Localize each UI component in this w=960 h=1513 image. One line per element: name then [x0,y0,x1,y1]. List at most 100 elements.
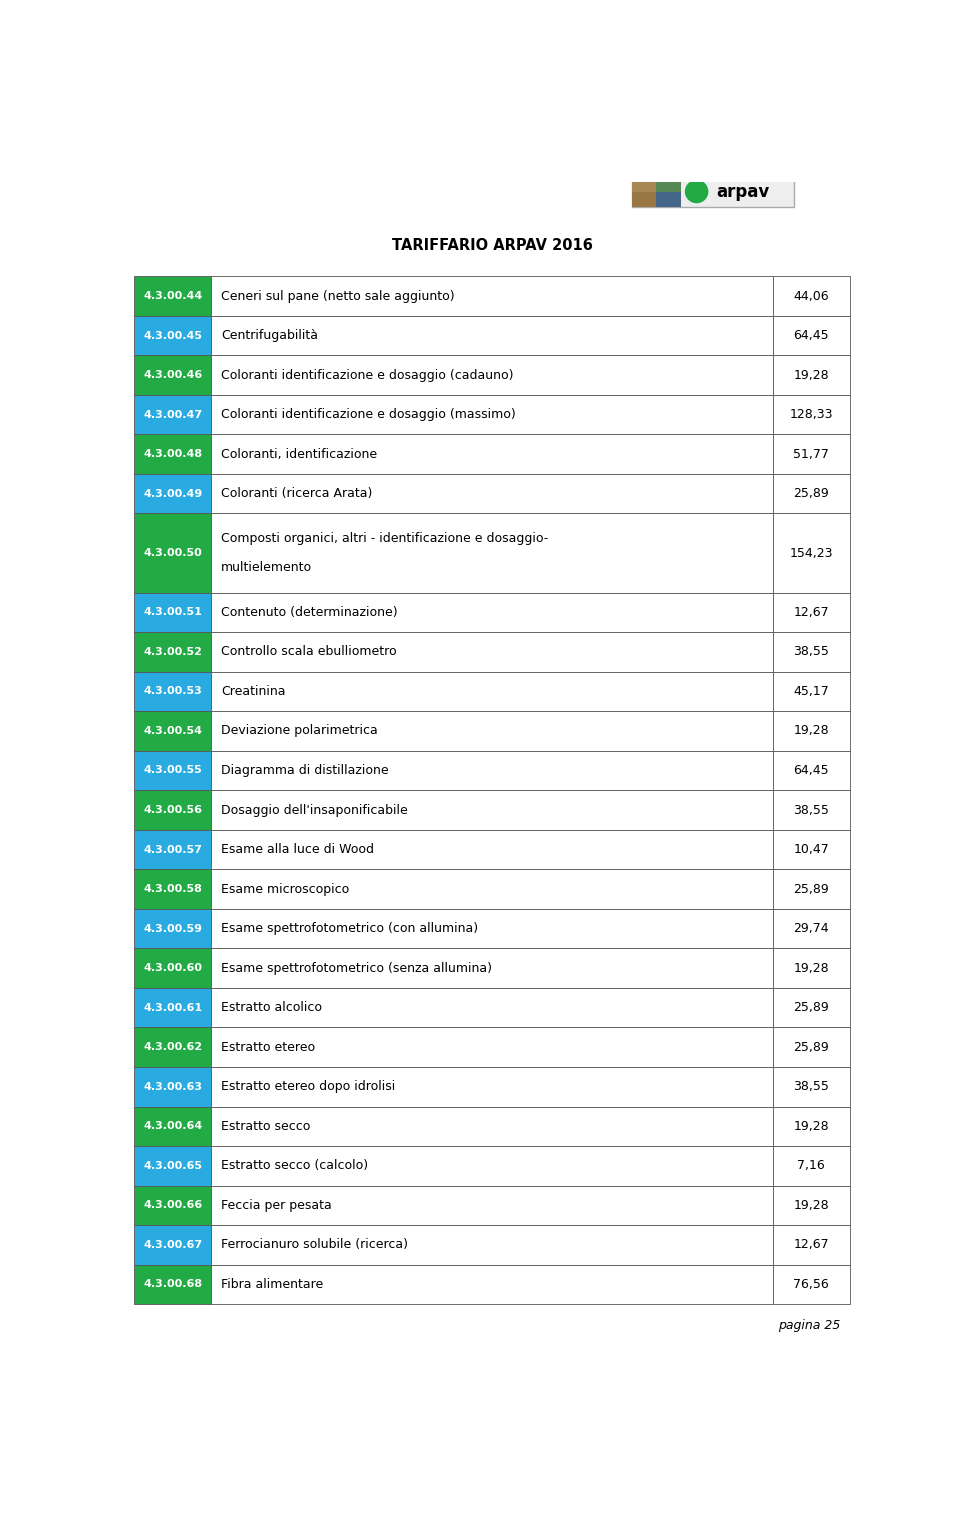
Text: 44,06: 44,06 [794,289,829,303]
Text: Diagramma di distillazione: Diagramma di distillazione [221,764,389,778]
Bar [773,356,850,395]
Bar [134,1145,211,1186]
Text: 4.3.00.44: 4.3.00.44 [143,290,203,301]
Text: Dosaggio dell'insaponificabile: Dosaggio dell'insaponificabile [221,803,407,817]
Bar [134,356,211,395]
Text: 4.3.00.57: 4.3.00.57 [143,844,203,855]
Text: 4.3.00.61: 4.3.00.61 [143,1003,203,1012]
Text: 45,17: 45,17 [793,685,829,697]
Text: Contenuto (determinazione): Contenuto (determinazione) [221,605,397,619]
Bar [134,395,211,434]
Bar [773,434,850,474]
Bar [211,474,773,513]
Text: 38,55: 38,55 [793,1080,829,1094]
Text: Centrifugabilità: Centrifugabilità [221,328,318,342]
Bar [134,1067,211,1106]
Bar [134,593,211,632]
Text: 4.3.00.49: 4.3.00.49 [143,489,203,499]
Text: Esame alla luce di Wood: Esame alla luce di Wood [221,843,373,856]
Bar [657,192,681,207]
Text: Coloranti, identificazione: Coloranti, identificazione [221,448,377,460]
Text: 25,89: 25,89 [793,1041,829,1053]
Bar [211,750,773,790]
Text: 76,56: 76,56 [793,1278,829,1291]
Text: 4.3.00.64: 4.3.00.64 [143,1121,203,1132]
Circle shape [684,180,708,203]
Text: Estratto etereo dopo idrolisi: Estratto etereo dopo idrolisi [221,1080,395,1094]
Text: 4.3.00.63: 4.3.00.63 [143,1082,203,1092]
Text: 4.3.00.67: 4.3.00.67 [143,1241,203,1250]
Bar [211,513,773,593]
Bar [134,790,211,829]
Text: 38,55: 38,55 [793,646,829,658]
Text: 4.3.00.58: 4.3.00.58 [143,884,203,894]
Text: 4.3.00.60: 4.3.00.60 [143,964,203,973]
Bar [211,870,773,909]
Text: Fibra alimentare: Fibra alimentare [221,1278,323,1291]
Bar [773,316,850,356]
Bar [211,909,773,949]
Bar [134,949,211,988]
Bar [773,829,850,870]
Text: 4.3.00.52: 4.3.00.52 [143,648,203,657]
Text: Estratto secco (calcolo): Estratto secco (calcolo) [221,1159,368,1173]
Text: 4.3.00.66: 4.3.00.66 [143,1200,203,1210]
Bar [211,672,773,711]
Bar [134,316,211,356]
Bar [773,1186,850,1226]
Text: Esame spettrofotometrico (con allumina): Esame spettrofotometrico (con allumina) [221,921,478,935]
Bar [773,988,850,1027]
Text: Deviazione polarimetrica: Deviazione polarimetrica [221,725,377,737]
Text: 4.3.00.48: 4.3.00.48 [143,449,203,458]
Bar [211,711,773,750]
Text: 4.3.00.45: 4.3.00.45 [143,330,203,340]
Bar [211,395,773,434]
Bar [773,1265,850,1304]
Bar [134,513,211,593]
Text: TARIFFARIO ARPAV 2016: TARIFFARIO ARPAV 2016 [392,238,592,253]
Text: 4.3.00.68: 4.3.00.68 [143,1280,203,1289]
Bar [773,790,850,829]
Bar [134,277,211,316]
Bar [211,949,773,988]
Bar [134,750,211,790]
Text: 25,89: 25,89 [793,1002,829,1014]
Text: pagina 25: pagina 25 [779,1318,841,1331]
Text: Coloranti identificazione e dosaggio (cadauno): Coloranti identificazione e dosaggio (ca… [221,369,514,381]
Bar [134,711,211,750]
Text: Composti organici, altri - identificazione e dosaggio-: Composti organici, altri - identificazio… [221,533,548,545]
Text: arpav: arpav [716,183,769,201]
Text: 29,74: 29,74 [794,921,829,935]
Bar [657,176,681,192]
Text: Estratto etereo: Estratto etereo [221,1041,315,1053]
Bar [632,192,657,207]
Bar [773,1106,850,1145]
Text: 4.3.00.46: 4.3.00.46 [143,371,203,380]
Text: Esame spettrofotometrico (senza allumina): Esame spettrofotometrico (senza allumina… [221,962,492,974]
Text: Feccia per pesata: Feccia per pesata [221,1198,331,1212]
Bar [211,316,773,356]
Text: Coloranti identificazione e dosaggio (massimo): Coloranti identificazione e dosaggio (ma… [221,409,516,421]
Text: 4.3.00.56: 4.3.00.56 [143,805,203,816]
Text: 12,67: 12,67 [794,1239,829,1251]
Bar [773,513,850,593]
Bar [211,1226,773,1265]
Bar [134,1027,211,1067]
Bar [632,176,657,192]
Bar [134,434,211,474]
Bar [773,1027,850,1067]
Text: 64,45: 64,45 [794,764,829,778]
Bar [134,1186,211,1226]
Bar [134,632,211,672]
Bar [134,672,211,711]
Bar [211,1145,773,1186]
Text: 64,45: 64,45 [794,328,829,342]
Bar [211,1027,773,1067]
Bar [773,1145,850,1186]
Text: 4.3.00.47: 4.3.00.47 [143,410,203,419]
Text: Creatinina: Creatinina [221,685,285,697]
Bar [134,1106,211,1145]
Text: 51,77: 51,77 [793,448,829,460]
Bar [773,672,850,711]
Text: 4.3.00.54: 4.3.00.54 [143,726,203,735]
